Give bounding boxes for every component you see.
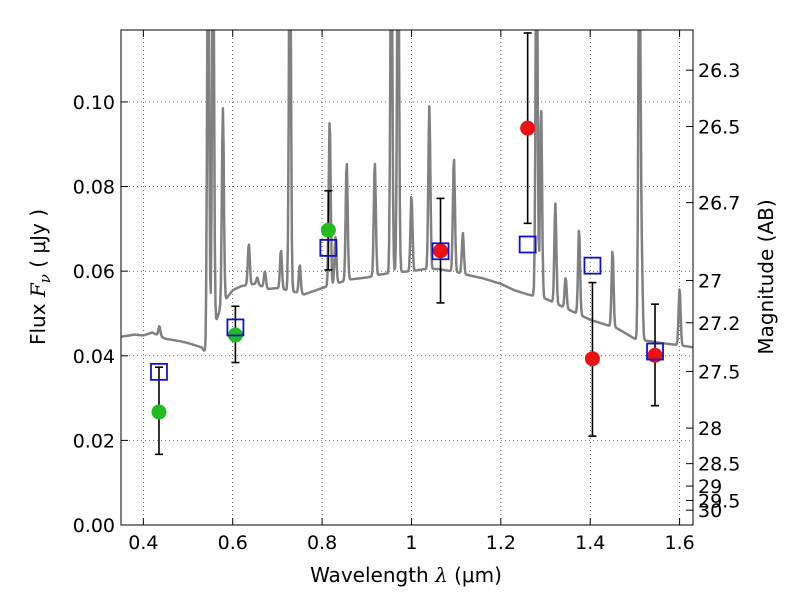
model-square-marker	[518, 235, 537, 254]
y2-tick-label: 28.5	[698, 454, 740, 476]
x-tick-label: 0.8	[307, 532, 337, 554]
x-axis-label: Wavelength λ (μm)	[310, 563, 502, 587]
y-axis-label: Flux Fν ( μJy )	[26, 209, 54, 345]
spectrum-layer	[121, 30, 693, 352]
y2-tick-label: 27.2	[698, 313, 740, 335]
x-tick-label: 0.4	[128, 532, 158, 554]
model-square-marker	[646, 342, 664, 361]
y2-tick-label: 26.7	[698, 193, 740, 215]
y2-tick-label: 30	[698, 500, 722, 522]
x-tick-label: 0.6	[218, 532, 248, 554]
photometry-point	[584, 351, 600, 367]
x-tick-label: 1.6	[664, 532, 694, 554]
photometry-point	[647, 347, 663, 363]
tick-layer: 0.4 0.6 0.8 1 1.2 1.4 1.6 0.00 0.02 0.04 0.06 0.08 0…	[73, 30, 740, 554]
y2-tick-label: 29.5	[698, 490, 740, 512]
model-square-marker	[319, 238, 338, 257]
model-square-marker	[150, 362, 168, 381]
model-square-marker	[431, 242, 450, 261]
y2-tick-label: 27.5	[698, 361, 740, 383]
x-tick-label: 1.4	[575, 532, 605, 554]
marker-layer	[150, 120, 664, 420]
y2-axis-label: Magnitude (AB)	[754, 199, 778, 354]
error-bar-layer	[154, 32, 660, 456]
photometry-point	[433, 243, 449, 259]
y-tick-label: 0.06	[73, 261, 115, 283]
x-tick-label: 1	[405, 532, 417, 554]
y2-tick-label: 27	[698, 270, 722, 292]
y2-tick-label: 28	[698, 418, 722, 440]
y2-tick-label: 26.5	[698, 116, 740, 138]
x-tick-label: 1.2	[486, 532, 516, 554]
photometry-point	[520, 120, 536, 136]
photometry-point	[151, 404, 167, 420]
photometry-point	[320, 222, 336, 238]
plot-frame	[120, 29, 694, 526]
y-tick-label: 0.00	[73, 515, 115, 537]
spectrum-line	[121, 30, 693, 352]
y-tick-label: 0.10	[73, 92, 115, 114]
y2-tick-label: 26.3	[698, 60, 740, 82]
y2-tick-label: 29	[698, 476, 722, 498]
model-square-marker	[583, 256, 602, 275]
y-tick-label: 0.02	[73, 430, 115, 452]
y-tick-label: 0.08	[73, 177, 115, 199]
y-tick-label: 0.04	[73, 346, 115, 368]
model-square-marker	[226, 318, 245, 337]
